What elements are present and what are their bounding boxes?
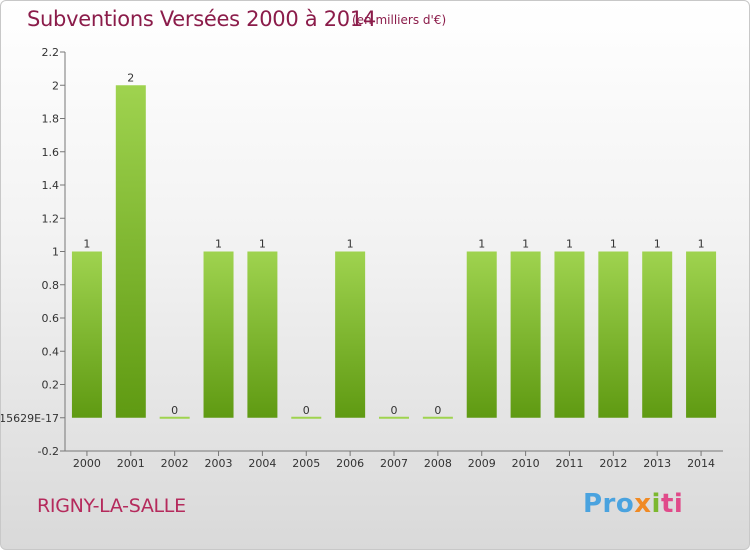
data-label-2011: 1	[566, 238, 573, 251]
bars	[71, 85, 717, 419]
y-tick-label: 0.6	[42, 312, 60, 325]
y-tick-label: 2	[52, 79, 59, 92]
x-tick-label: 2014	[687, 457, 715, 470]
bar-2002	[159, 416, 190, 419]
x-tick-label: 2000	[73, 457, 101, 470]
data-label-2001: 2	[127, 71, 134, 84]
bar-2011	[554, 251, 585, 418]
bar-2012	[598, 251, 629, 418]
bar-2004	[247, 251, 278, 418]
logo-part-2: x	[634, 489, 652, 519]
bar-2007	[379, 416, 409, 419]
x-tick-label: 2008	[424, 457, 452, 470]
x-tick-label: 2009	[468, 457, 496, 470]
data-label-2008: 0	[434, 404, 441, 417]
proxiti-logo[interactable]: Proxiti	[583, 489, 683, 519]
bar-2009	[466, 251, 497, 418]
data-label-2012: 1	[610, 238, 617, 251]
y-tick-label: 0.2	[42, 379, 60, 392]
y-tick-label: -0.2	[38, 445, 59, 458]
data-label-2003: 1	[215, 238, 222, 251]
chart-title: Subventions Versées 2000 à 2014	[27, 7, 376, 31]
y-tick-label: 1	[52, 246, 59, 259]
data-label-2006: 1	[347, 238, 354, 251]
y-tick-label: 1.4	[42, 179, 60, 192]
axes: 2.2 2 1.8 1.6 1.4 1.2 1 0.8 0.6 0.4 0.2 -15629E-17 -…	[1, 46, 723, 470]
data-label-2010: 1	[522, 238, 529, 251]
x-tick-label: 2006	[336, 457, 364, 470]
y-tick-label: 0.8	[42, 279, 60, 292]
bar-2003	[203, 251, 234, 418]
y-tick-label: 1.6	[42, 146, 60, 159]
x-tick-label: 2010	[512, 457, 540, 470]
data-label-2002: 0	[171, 404, 178, 417]
bar-2014	[686, 251, 717, 418]
x-tick-label: 2013	[643, 457, 671, 470]
x-tick-label: 2005	[292, 457, 320, 470]
data-label-2014: 1	[698, 238, 705, 251]
data-label-2007: 0	[391, 404, 398, 417]
commune-name: RIGNY-LA-SALLE	[37, 495, 186, 517]
bar-2005	[291, 416, 322, 419]
bar-2001	[115, 85, 146, 418]
labels: 1 2 0 1 1 0 1 0 0 1 1 1 1 1 1	[83, 71, 704, 417]
x-tick-label: 2012	[599, 457, 627, 470]
x-tick-label: 2003	[205, 457, 233, 470]
bar-2010	[510, 251, 541, 418]
logo-part-1: Pro	[583, 489, 635, 519]
bar-2000	[71, 251, 102, 418]
data-label-2004: 1	[259, 238, 266, 251]
y-tick-label: 0.4	[42, 345, 60, 358]
x-tick-label: 2011	[555, 457, 583, 470]
bar-2008	[422, 416, 453, 419]
logo-part-3: i	[651, 489, 661, 519]
bar-2006	[335, 251, 366, 418]
y-tick-label: -15629E-17	[1, 412, 59, 425]
data-label-2005: 0	[303, 404, 310, 417]
y-tick-label: 2.2	[42, 46, 60, 59]
chart-subtitle: (en milliers d'€)	[352, 13, 447, 27]
x-tick-label: 2001	[117, 457, 145, 470]
data-label-2013: 1	[654, 238, 661, 251]
x-tick-label: 2002	[161, 457, 189, 470]
logo-part-4: ti	[660, 489, 684, 519]
data-label-2009: 1	[478, 238, 485, 251]
bar-2013	[642, 251, 673, 418]
y-tick-label: 1.8	[42, 113, 60, 126]
x-tick-label: 2004	[248, 457, 276, 470]
y-tick-label: 1.2	[42, 212, 60, 225]
data-label-2000: 1	[83, 238, 90, 251]
x-tick-label: 2007	[380, 457, 408, 470]
